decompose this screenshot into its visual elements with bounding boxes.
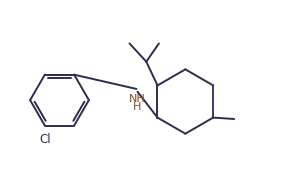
Text: H: H (133, 102, 141, 112)
Text: NH: NH (129, 94, 145, 104)
Text: Cl: Cl (39, 133, 51, 146)
